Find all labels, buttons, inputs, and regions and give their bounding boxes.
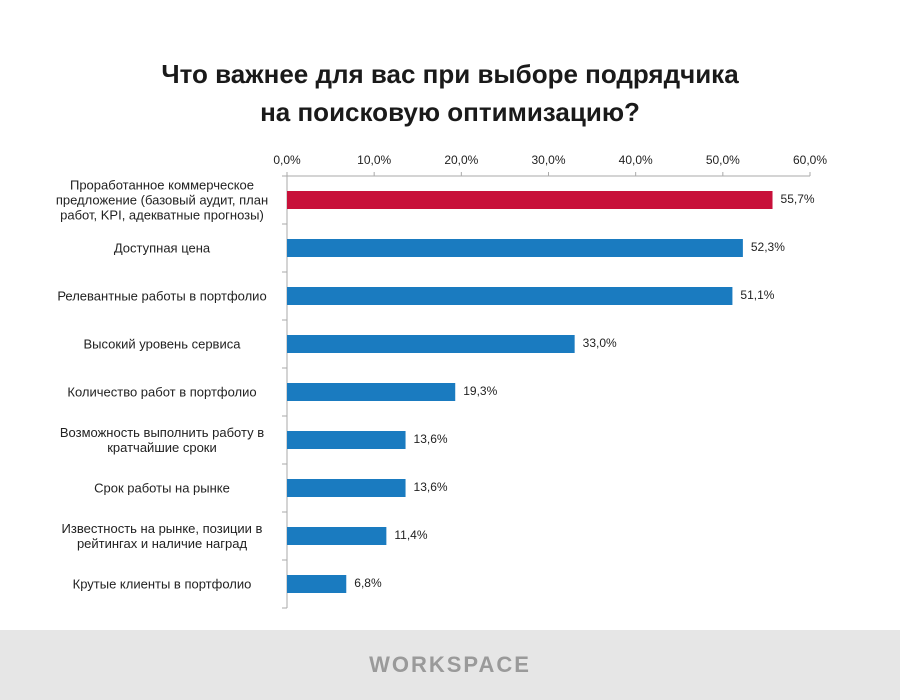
- value-label: 55,7%: [781, 192, 815, 206]
- footer-logo: WORKSPACE: [369, 652, 531, 677]
- value-label: 52,3%: [751, 240, 785, 254]
- category-label: Возможность выполнить работу в кратчайши…: [59, 425, 265, 455]
- category-label: Известность на рынке, позиции в рейтинга…: [61, 521, 263, 551]
- category-label: Релевантные работы в портфолио: [57, 288, 267, 304]
- x-tick-label: 60,0%: [793, 153, 827, 167]
- category-label: Крутые клиенты в портфолио: [72, 576, 252, 592]
- bar: [287, 575, 347, 593]
- title-line: на поисковую оптимизацию?: [260, 97, 640, 127]
- value-label: 51,1%: [740, 288, 774, 302]
- bar: [287, 479, 406, 497]
- x-tick-label: 20,0%: [444, 153, 478, 167]
- bar: [287, 287, 733, 305]
- category-label: Срок работы на рынке: [94, 480, 230, 496]
- footer: WORKSPACE: [0, 630, 900, 700]
- value-label: 13,6%: [414, 480, 448, 494]
- bar: [287, 191, 773, 209]
- value-label: 19,3%: [463, 384, 497, 398]
- title-line: Что важнее для вас при выборе подрядчика: [161, 59, 739, 89]
- category-label: Количество работ в портфолио: [67, 384, 257, 400]
- value-label: 13,6%: [414, 432, 448, 446]
- chart-title: Что важнее для вас при выборе подрядчика…: [0, 55, 900, 131]
- x-tick-label: 0,0%: [273, 153, 301, 167]
- value-label: 11,4%: [394, 528, 427, 542]
- x-tick-label: 10,0%: [357, 153, 391, 167]
- x-tick-label: 50,0%: [706, 153, 740, 167]
- category-label: Высокий уровень сервиса: [83, 336, 241, 352]
- bar: [287, 431, 406, 449]
- value-label: 33,0%: [583, 336, 617, 350]
- value-label: 6,8%: [354, 576, 382, 590]
- bar: [287, 335, 575, 353]
- bar: [287, 383, 456, 401]
- bar: [287, 239, 743, 257]
- x-tick-label: 30,0%: [531, 153, 565, 167]
- chart: 0,0% 10,0% 20,0% 30,0% 40,0% 50,0% 60,0% 55,7% 5…: [273, 153, 827, 609]
- category-label: Проработанное коммерческое предложение (…: [55, 177, 269, 223]
- bar: [287, 527, 387, 545]
- category-label: Доступная цена: [113, 240, 211, 256]
- x-tick-label: 40,0%: [619, 153, 653, 167]
